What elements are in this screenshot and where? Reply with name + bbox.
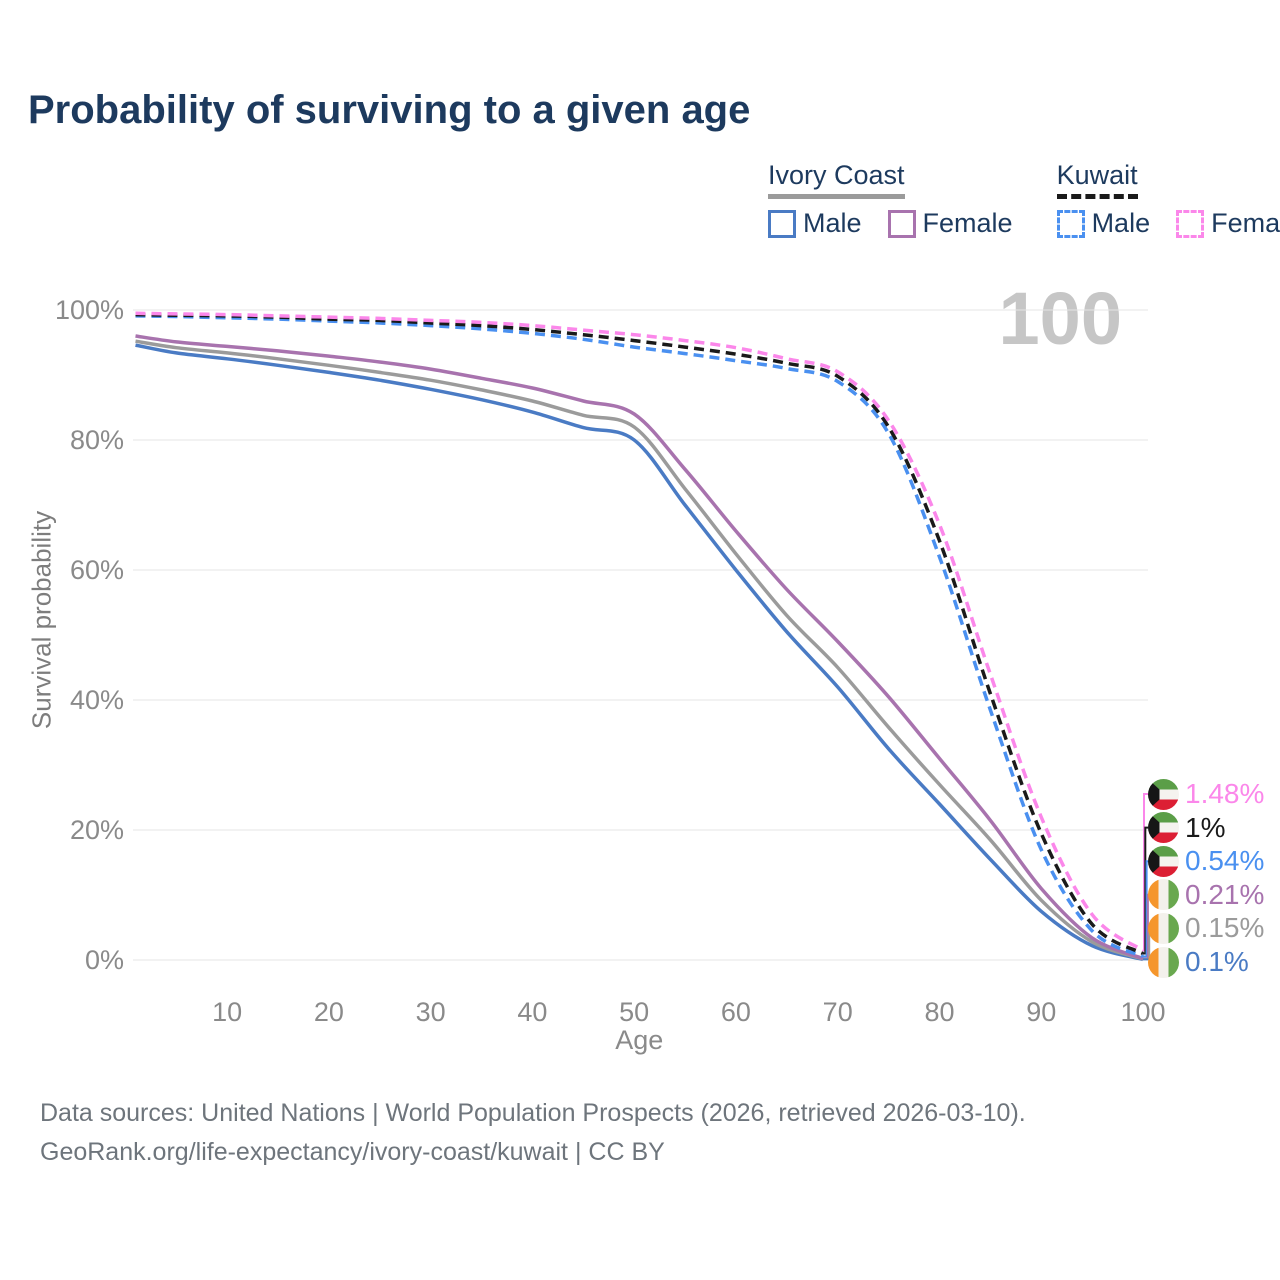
x-tick-label: 30 — [416, 997, 446, 1027]
end-label-value: 0.15% — [1185, 912, 1265, 944]
legend-group-kuwait: Kuwait Male Female — [1056, 160, 1280, 239]
legend: Ivory Coast Male Female Kuwait Male — [768, 160, 1280, 239]
survival-probability-chart[interactable]: 0% 20% 40% 60% 80% 100% 10 20 30 40 50 60 70 80 90 100 A… — [0, 260, 1280, 1080]
footer-data-sources: Data sources: United Nations | World Pop… — [40, 1099, 1026, 1127]
series-line-kuwait-female[interactable] — [135, 311, 1145, 952]
x-tick-label: 50 — [619, 997, 649, 1027]
series-line-ivory-coast[interactable] — [135, 339, 1144, 961]
x-axis-title: Age — [615, 1025, 663, 1055]
end-label-value: 0.21% — [1185, 878, 1265, 910]
legend-group-label-kuwait: Kuwait — [1056, 160, 1138, 199]
x-tick-label: 40 — [517, 997, 547, 1027]
y-tick-label: 40% — [70, 685, 124, 715]
legend-items-kuwait: Male Female — [1056, 208, 1280, 239]
series-line-kuwait-male[interactable] — [135, 314, 1144, 959]
legend-item-label: Female — [922, 208, 1013, 238]
legend-group-label-ivory-coast: Ivory Coast — [768, 160, 905, 199]
legend-group-ivory-coast: Ivory Coast Male Female — [768, 160, 1013, 239]
y-tick-label: 20% — [70, 815, 124, 845]
legend-item-kuwait-male[interactable]: Male — [1056, 208, 1151, 239]
legend-item-label: Male — [803, 208, 862, 238]
y-tick-label: 100% — [55, 295, 124, 325]
line-swatch-icon — [887, 209, 916, 238]
end-label-ivory-coast-male[interactable]: 0.1% — [1148, 946, 1249, 978]
end-label-value: 1% — [1185, 811, 1226, 843]
x-tick-label: 100 — [1120, 997, 1165, 1027]
series-line-ivory-coast-female[interactable] — [135, 334, 1144, 961]
kuwait-flag-icon — [1148, 845, 1179, 877]
legend-items-ivory-coast: Male Female — [768, 208, 1013, 239]
kuwait-flag-icon — [1148, 778, 1179, 810]
end-label-value: 0.54% — [1185, 845, 1265, 877]
end-label-value: 1.48% — [1185, 778, 1265, 809]
page-title: Probability of surviving to a given age — [28, 88, 751, 132]
end-label-ivory-coast-female[interactable]: 0.21% — [1148, 879, 1264, 911]
footer: Data sources: United Nations | World Pop… — [40, 1094, 1026, 1172]
line-swatch-icon — [768, 209, 796, 238]
x-tick-label: 70 — [823, 997, 853, 1027]
end-label-kuwait-male[interactable]: 0.54% — [1148, 845, 1264, 877]
y-tick-label: 60% — [70, 555, 124, 585]
leader-line-kuwait — [1143, 826, 1150, 955]
x-tick-label: 20 — [314, 997, 344, 1027]
leader-line-kuwait-female — [1143, 793, 1150, 952]
legend-item-kuwait-female[interactable]: Female — [1176, 208, 1280, 239]
x-tick-label: 90 — [1026, 997, 1056, 1027]
legend-item-label: Female — [1211, 208, 1280, 238]
end-label-ivory-coast[interactable]: 0.15% — [1148, 912, 1264, 944]
series-line-ivory-coast-male[interactable] — [135, 343, 1144, 962]
kuwait-flag-icon — [1148, 812, 1179, 844]
footer-attribution: GeoRank.org/life-expectancy/ivory-coast/… — [40, 1138, 665, 1166]
ivory-coast-flag-icon — [1148, 879, 1179, 911]
end-label-kuwait[interactable]: 1% — [1148, 812, 1225, 844]
y-tick-label: 0% — [85, 945, 124, 975]
legend-item-ivory-coast-female[interactable]: Female — [887, 208, 1013, 239]
x-tick-label: 10 — [212, 997, 242, 1027]
line-swatch-icon — [1056, 209, 1085, 238]
legend-item-ivory-coast-male[interactable]: Male — [768, 208, 862, 239]
ivory-coast-flag-icon — [1148, 946, 1179, 978]
end-label-value: 0.1% — [1185, 946, 1249, 977]
x-tick-label: 60 — [721, 997, 751, 1027]
end-label-kuwait-female[interactable]: 1.48% — [1148, 778, 1264, 810]
age-watermark: 100 — [998, 277, 1122, 360]
ivory-coast-flag-icon — [1148, 912, 1179, 944]
y-tick-label: 80% — [70, 425, 124, 455]
line-swatch-icon — [1176, 209, 1205, 238]
x-tick-label: 80 — [924, 997, 954, 1027]
legend-item-label: Male — [1091, 208, 1151, 238]
series-line-kuwait[interactable] — [135, 312, 1144, 956]
